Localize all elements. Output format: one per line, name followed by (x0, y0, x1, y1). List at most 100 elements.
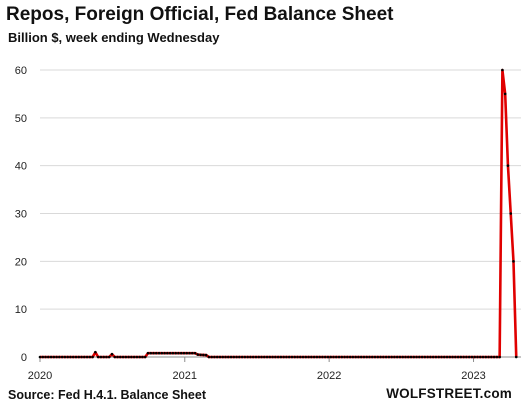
data-point (243, 355, 247, 359)
data-point (409, 355, 413, 359)
data-point (121, 355, 125, 359)
data-point (354, 355, 357, 359)
data-point (49, 355, 53, 359)
data-point (296, 355, 299, 359)
data-point (315, 355, 319, 359)
data-point (235, 355, 238, 359)
y-tick-label-0: 0 (21, 352, 27, 364)
x-tick-label-2020: 2020 (28, 370, 52, 382)
data-point (307, 355, 310, 359)
data-point (110, 352, 114, 356)
data-point (179, 351, 183, 355)
data-point (251, 355, 255, 359)
data-point (105, 355, 108, 359)
data-point (63, 355, 67, 359)
data-point (390, 355, 393, 359)
data-point (384, 355, 388, 359)
data-point (412, 355, 416, 359)
data-point (490, 355, 493, 359)
data-point (462, 355, 465, 359)
data-point (334, 355, 338, 359)
data-point (293, 355, 297, 359)
data-point (382, 355, 385, 359)
data-point (188, 351, 191, 355)
data-point (60, 355, 64, 359)
data-point (459, 355, 463, 359)
data-point (337, 355, 341, 359)
data-point (503, 92, 507, 96)
data-point (492, 355, 496, 359)
data-point (290, 355, 294, 359)
data-point (154, 351, 158, 355)
data-point (454, 355, 457, 359)
data-point (47, 355, 50, 359)
data-point (69, 355, 72, 359)
data-point (146, 351, 150, 355)
data-point (476, 355, 479, 359)
data-point (514, 355, 518, 359)
data-point (473, 355, 477, 359)
data-point (238, 355, 241, 359)
data-point (202, 353, 205, 357)
data-point (262, 355, 266, 359)
data-point (312, 355, 316, 359)
data-point (127, 355, 130, 359)
chart-title: Repos, Foreign Official, Fed Balance She… (6, 4, 394, 25)
data-point (406, 355, 410, 359)
data-point (268, 355, 272, 359)
data-point (376, 355, 380, 359)
data-point (96, 355, 100, 359)
data-point (512, 260, 515, 263)
data-point (271, 355, 274, 359)
data-point (77, 355, 81, 359)
data-point (351, 355, 355, 359)
data-point (426, 355, 429, 359)
x-tick-label-2023: 2023 (461, 370, 485, 382)
data-point (174, 351, 177, 355)
data-point (199, 353, 202, 357)
series-repos (38, 68, 518, 359)
data-point (332, 355, 335, 359)
data-point (113, 355, 117, 359)
data-point (387, 355, 391, 359)
data-point (346, 355, 349, 359)
data-point (437, 355, 441, 359)
data-point (310, 355, 313, 359)
data-point (287, 355, 291, 359)
data-point (393, 355, 396, 359)
data-point (276, 355, 280, 359)
data-point (321, 355, 324, 359)
data-point (368, 355, 371, 359)
data-point (94, 350, 97, 354)
data-point (257, 355, 261, 359)
data-point (71, 355, 75, 359)
data-point (213, 355, 216, 359)
data-point (329, 355, 333, 359)
data-point (365, 355, 369, 359)
data-point (157, 351, 161, 355)
data-point (66, 355, 69, 359)
data-point (99, 355, 103, 359)
data-point (182, 351, 186, 355)
data-point (326, 355, 330, 359)
data-point (357, 355, 360, 359)
data-point (226, 355, 230, 359)
data-point (80, 355, 83, 359)
data-point (274, 355, 277, 359)
data-point (163, 351, 166, 355)
y-tick-label-60: 60 (15, 65, 27, 77)
y-tick-label-10: 10 (15, 304, 27, 316)
data-point (91, 355, 94, 359)
data-point (498, 355, 501, 359)
data-point (456, 355, 460, 359)
data-point (495, 355, 499, 359)
data-point (404, 355, 407, 359)
gridlines (40, 69, 521, 310)
data-point (465, 355, 468, 359)
data-point (52, 355, 56, 359)
source-note: Source: Fed H.4.1. Balance Sheet (8, 388, 206, 402)
data-point (38, 355, 42, 359)
data-point (423, 355, 427, 359)
data-point (401, 355, 405, 359)
